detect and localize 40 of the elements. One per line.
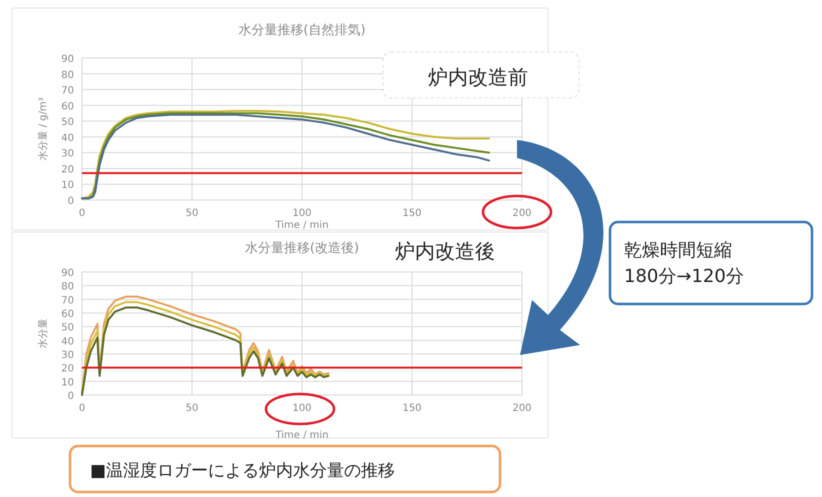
y-tick-label: 10 (61, 180, 74, 192)
y-tick-label: 40 (61, 132, 74, 144)
x-tick-label: 100 (292, 208, 312, 219)
y-tick-label: 20 (61, 364, 74, 375)
x-tick-label: 0 (78, 403, 86, 414)
chart-title: 水分量推移(自然排気) (238, 23, 366, 38)
x-tick-label: 50 (186, 208, 198, 219)
y-tick-label: 80 (61, 282, 74, 293)
x-tick-label: 200 (512, 403, 532, 414)
chart-title: 水分量推移(改造後) (244, 241, 360, 256)
y-tick-label: 70 (61, 86, 74, 97)
y-tick-label: 40 (61, 336, 74, 348)
y-tick-label: 30 (61, 148, 74, 160)
y-tick-label: 20 (61, 164, 74, 176)
y-tick-label: 0 (68, 196, 74, 207)
x-tick-label: 200 (512, 208, 532, 219)
y-tick-label: 90 (61, 268, 74, 279)
y-tick-label: 60 (61, 101, 74, 112)
y-tick-label: 50 (61, 322, 74, 334)
y-axis-title: 水分量 (37, 318, 49, 348)
y-tick-label: 60 (61, 309, 74, 320)
text: ■温湿度ロガーによる炉内水分量の推移 (90, 461, 396, 481)
y-tick-label: 30 (61, 350, 74, 361)
y-axis-title: 水分量 / g/m³ (37, 97, 49, 161)
y-tick-label: 50 (61, 117, 74, 128)
y-tick-label: 70 (61, 295, 74, 306)
y-tick-label: 0 (68, 391, 74, 402)
x-tick-label: 150 (402, 403, 422, 414)
annotation: 炉内改造前 (428, 65, 528, 89)
x-tick-label: 50 (186, 403, 198, 414)
y-tick-label: 90 (61, 54, 74, 65)
x-tick-label: 0 (78, 208, 86, 219)
x-tick-label: 150 (402, 208, 422, 219)
text: 炉内改造後 (395, 239, 495, 263)
x-axis-title: Time / min (274, 220, 329, 231)
x-axis-title: Time / min (274, 430, 329, 441)
y-tick-label: 10 (61, 377, 74, 388)
x-tick-label: 100 (292, 403, 312, 414)
y-tick-label: 80 (61, 70, 74, 81)
text: 乾燥時間短縮 180分→120分 (624, 240, 744, 287)
